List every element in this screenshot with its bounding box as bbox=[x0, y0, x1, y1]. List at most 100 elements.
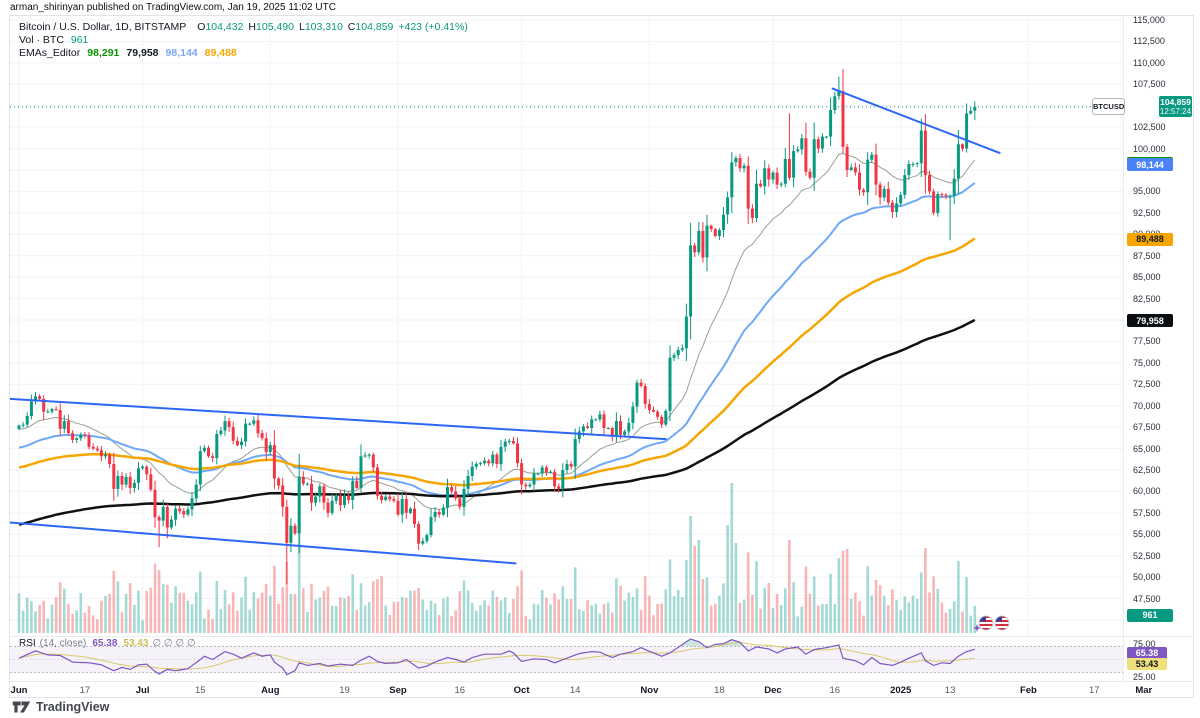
price-tick-label: 67,500 bbox=[1133, 422, 1161, 433]
lower-channel-trendline[interactable] bbox=[10, 521, 517, 565]
symbol-title[interactable]: Bitcoin / U.S. Dollar, 1D, BITSTAMP bbox=[19, 21, 187, 33]
emas-label[interactable]: EMAs_Editor bbox=[19, 47, 81, 59]
price-tick-label: 70,000 bbox=[1133, 400, 1161, 411]
chart-widget: Bitcoin / U.S. Dollar, 1D, BITSTAMP O104,… bbox=[9, 15, 1194, 698]
time-tick-label: 17 bbox=[79, 685, 91, 696]
rsi-empty-slots: ∅ ∅ ∅ ∅ bbox=[152, 638, 196, 649]
volume-bars bbox=[17, 483, 977, 633]
ema-200-line[interactable] bbox=[18, 318, 976, 526]
time-tick-label: Sep bbox=[389, 685, 407, 696]
volume-legend-row: Vol · BTC 961 bbox=[19, 34, 468, 47]
rsi-ma-value: 53.43 bbox=[123, 638, 149, 649]
descending-resistance-trendline[interactable] bbox=[831, 87, 1001, 154]
tradingview-logo[interactable] bbox=[12, 700, 31, 714]
rsi-value: 65.38 bbox=[92, 638, 118, 649]
price-tick-label: 100,000 bbox=[1133, 143, 1166, 154]
price-tick-label: 60,000 bbox=[1133, 486, 1161, 497]
price-tick-label: 52,500 bbox=[1133, 550, 1161, 561]
close-value: 104,859 bbox=[355, 21, 394, 33]
price-tick-label: 95,000 bbox=[1133, 186, 1161, 197]
time-tick-label: Nov bbox=[640, 685, 659, 696]
publication-header: arman_shirinyan published on TradingView… bbox=[10, 2, 336, 13]
ema-200-badge: 79,958 bbox=[1127, 314, 1173, 328]
pane-divider[interactable] bbox=[10, 681, 1193, 682]
time-tick-label: Jun bbox=[10, 685, 28, 696]
ema-100-line[interactable] bbox=[18, 237, 976, 487]
price-tick-label: 65,000 bbox=[1133, 443, 1161, 454]
ema-values: 98,291 79,958 98,144 89,488 bbox=[80, 47, 237, 59]
rsi-value-badge: 65.38 bbox=[1127, 647, 1167, 659]
grid bbox=[10, 16, 1123, 636]
chart-legend: Bitcoin / U.S. Dollar, 1D, BITSTAMP O104,… bbox=[19, 21, 468, 60]
rsi-line[interactable] bbox=[18, 638, 975, 676]
upper-channel-trendline[interactable] bbox=[10, 397, 667, 441]
volume-label[interactable]: Vol · BTC bbox=[19, 34, 64, 46]
current-price-value: 104,859 bbox=[1160, 96, 1191, 107]
price-tick-label: 115,000 bbox=[1133, 15, 1165, 25]
time-tick-label: Mar bbox=[1135, 685, 1153, 696]
sparkle-icon[interactable] bbox=[973, 624, 981, 632]
time-tick-label: Feb bbox=[1019, 685, 1037, 696]
rsi-params: (14, close) bbox=[39, 638, 87, 649]
rsi-label[interactable]: RSI bbox=[19, 638, 36, 649]
open-label: O bbox=[197, 21, 206, 33]
high-value: 105,490 bbox=[256, 21, 294, 33]
price-tick-label: 62,500 bbox=[1133, 465, 1161, 475]
ema-legend-value: 79,958 bbox=[126, 47, 159, 59]
candles[interactable] bbox=[17, 69, 977, 584]
footer: TradingView bbox=[12, 700, 109, 714]
high-label: H bbox=[248, 21, 257, 33]
time-tick-label: Jul bbox=[135, 685, 150, 696]
rsi-legend: RSI (14, close) 65.38 53.43 ∅ ∅ ∅ ∅ bbox=[19, 638, 196, 649]
brand-text[interactable]: TradingView bbox=[36, 700, 110, 714]
volume-value: 961 bbox=[70, 34, 89, 46]
price-tick-label: 50,000 bbox=[1133, 572, 1161, 583]
volume-badge: 961 bbox=[1127, 608, 1173, 622]
time-tick-label: 19 bbox=[339, 685, 350, 696]
price-tick-label: 55,000 bbox=[1133, 529, 1161, 540]
price-tick-label: 92,500 bbox=[1133, 207, 1161, 218]
ema-legend-value: 98,144 bbox=[165, 47, 198, 59]
time-tick-label: Dec bbox=[764, 685, 782, 696]
time-axis[interactable]: Jun 17 Jul 15 Aug 19 Sep 16 Oct 14 Nov 18 Dec 16 2025 1… bbox=[10, 682, 1193, 698]
time-tick-label: 17 bbox=[1089, 685, 1100, 696]
price-tick-label: 112,500 bbox=[1133, 36, 1165, 47]
symbol-pill: BTCUSD bbox=[1092, 97, 1125, 115]
time-tick-label: 15 bbox=[195, 685, 206, 696]
time-tick-label: 16 bbox=[829, 685, 841, 696]
ema-legend-value: 89,488 bbox=[204, 47, 237, 59]
us-flag-icon[interactable] bbox=[994, 615, 1010, 631]
pane-divider[interactable] bbox=[10, 636, 1193, 637]
time-tick-label: 13 bbox=[944, 685, 956, 696]
price-tick-label: 82,500 bbox=[1133, 293, 1161, 304]
main-price-pane[interactable] bbox=[10, 16, 1123, 636]
ema-legend-value: 98,291 bbox=[87, 47, 120, 59]
price-tick-label: 102,500 bbox=[1133, 122, 1166, 133]
price-axis[interactable]: 115,000 112,500 110,000 107,500 102,500 100,0… bbox=[1092, 15, 1194, 682]
symbol-legend-row: Bitcoin / U.S. Dollar, 1D, BITSTAMP O104,… bbox=[19, 21, 468, 34]
price-tick-label: 72,500 bbox=[1133, 379, 1161, 390]
bar-countdown: 12:57:24 bbox=[1159, 106, 1192, 116]
ema-50-badge: 98,144 bbox=[1127, 158, 1173, 172]
change-value: +423 (+0.41%) bbox=[398, 21, 468, 33]
time-tick-label: Aug bbox=[261, 685, 280, 696]
price-tick-label: 110,000 bbox=[1133, 57, 1165, 68]
time-tick-label: 14 bbox=[569, 685, 581, 696]
open-value: 104,432 bbox=[205, 21, 244, 33]
price-tick-label: 85,000 bbox=[1133, 272, 1161, 283]
time-tick-label: 18 bbox=[714, 685, 725, 696]
current-price-badge: 104,859 12:57:24 bbox=[1159, 95, 1192, 117]
emas-legend-row: EMAs_Editor 98,291 79,958 98,144 89,488 bbox=[19, 47, 468, 60]
price-tick-label: 87,500 bbox=[1133, 250, 1161, 261]
time-tick-label: Oct bbox=[513, 685, 530, 696]
time-tick-label: 2025 bbox=[890, 685, 912, 696]
low-value: 103,310 bbox=[304, 21, 343, 33]
rsi-axis-label: 25.00 bbox=[1133, 672, 1156, 682]
rsi-pane[interactable] bbox=[10, 637, 1123, 681]
us-flag-icon[interactable] bbox=[978, 615, 994, 631]
price-tick-label: 107,500 bbox=[1133, 79, 1166, 90]
rsi-axis-label: 75.00 bbox=[1133, 639, 1156, 649]
rsi-ma-badge: 53.43 bbox=[1127, 658, 1167, 670]
ema-100-badge: 89,488 bbox=[1127, 232, 1173, 246]
